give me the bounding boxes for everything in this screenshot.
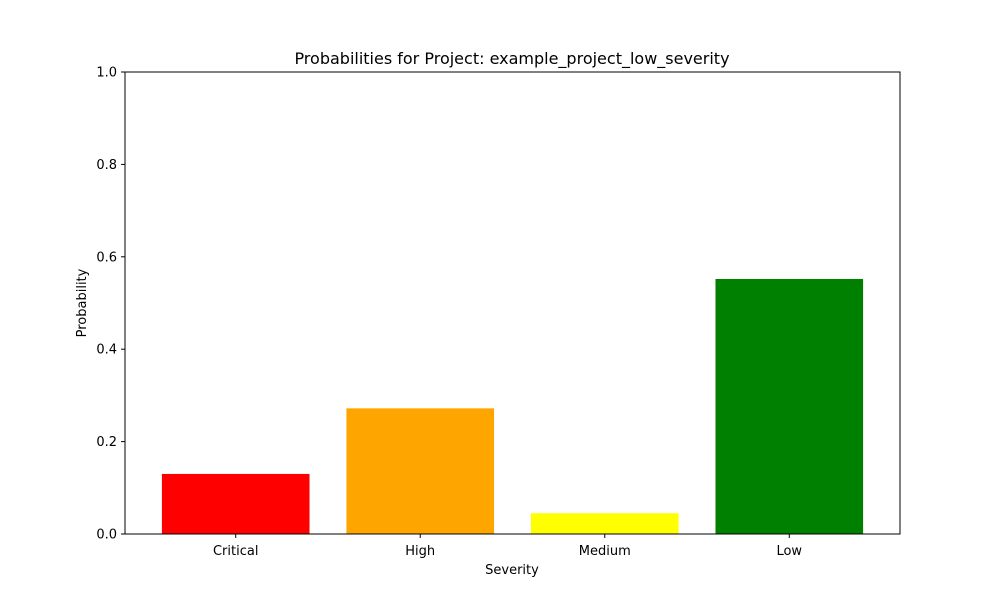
bar-critical (161, 473, 310, 534)
bar-high (346, 408, 495, 534)
x-tick-label: High (405, 544, 435, 559)
chart-title: Probabilities for Project: example_proje… (294, 49, 729, 69)
y-tick-label: 0.8 (96, 158, 117, 173)
x-tick-label: Low (776, 544, 802, 559)
y-tick-label: 1.0 (96, 66, 117, 81)
x-axis-ticks: Critical High Medium Low (213, 534, 802, 559)
bar-low (715, 278, 864, 534)
y-tick-label: 0.6 (96, 250, 117, 265)
bars-group (161, 278, 864, 534)
y-axis-ticks: 0.0 0.2 0.4 0.6 0.8 1.0 (96, 66, 125, 543)
plot-frame (124, 71, 901, 535)
x-tick-label: Medium (579, 544, 631, 559)
y-axis-label: Probability (75, 268, 90, 337)
y-tick-label: 0.2 (96, 435, 117, 450)
y-tick-label: 0.0 (96, 528, 117, 543)
bar-medium (530, 513, 679, 534)
y-tick-label: 0.4 (96, 343, 117, 358)
x-axis-label: Severity (485, 563, 539, 578)
x-tick-label: Critical (213, 544, 258, 559)
